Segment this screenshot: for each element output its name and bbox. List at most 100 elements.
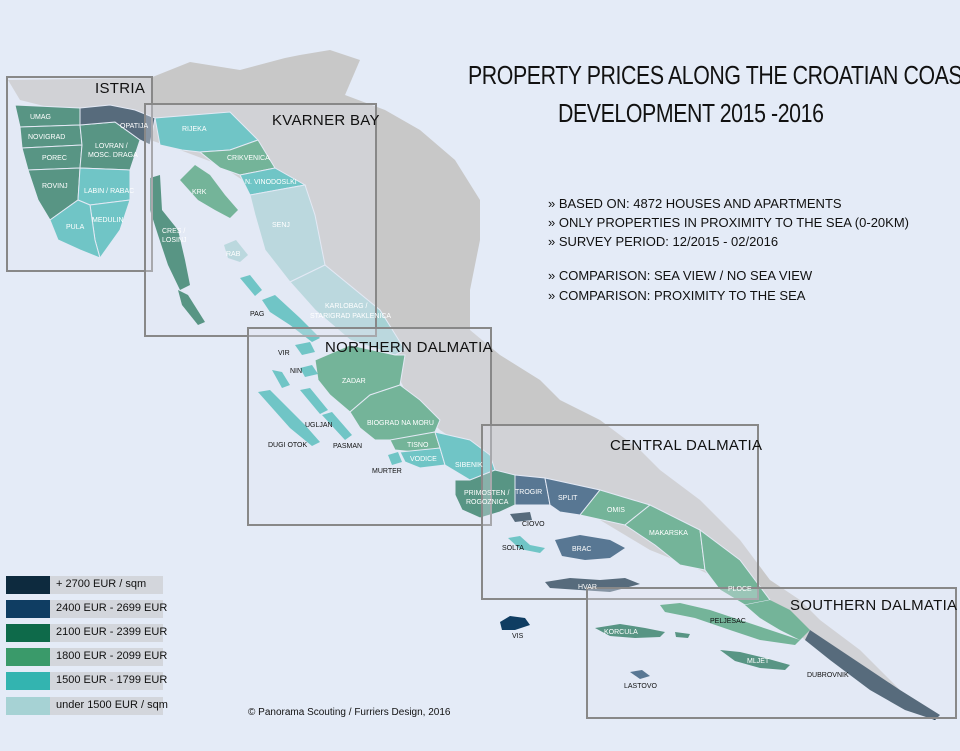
legend-swatch (6, 697, 50, 715)
legend-swatch (6, 624, 50, 642)
label-tisno: TISNO (407, 442, 429, 449)
label-lovran-2: MOSC. DRAGA (88, 152, 138, 159)
island-solta (508, 536, 545, 553)
legend-swatch (6, 648, 50, 666)
label-primosten-1: PRIMOSTEN / (464, 490, 510, 497)
island-mljet (720, 650, 790, 670)
label-omis: OMIS (607, 507, 625, 514)
map-title-line-1: PROPERTY PRICES ALONG THE CROATIAN COAST (468, 60, 960, 90)
legend-item: 2100 EUR - 2399 EUR (6, 624, 167, 642)
island-murter (388, 452, 402, 465)
island-losinj-tail (178, 290, 205, 325)
label-biograd: BIOGRAD NA MORU (367, 420, 434, 427)
island-brac (555, 535, 625, 560)
legend-label: 2100 EUR - 2399 EUR (56, 626, 168, 638)
frame-istria (6, 76, 153, 272)
label-labin: LABIN / RABAC (84, 188, 134, 195)
area-dubrovnik-coast (745, 600, 810, 640)
legend-item: 2400 EUR - 2699 EUR (6, 600, 167, 618)
island-ugljan (300, 388, 328, 414)
label-krk: KRK (192, 189, 207, 196)
info-line-5: » COMPARISON: PROXIMITY TO THE SEA (548, 288, 806, 303)
area-split (544, 477, 601, 516)
area-biograd (349, 384, 441, 441)
label-ploce: PLOCE (728, 586, 752, 593)
island-peljesac (660, 603, 800, 645)
island-krk (180, 165, 238, 218)
legend-item: 1800 EUR - 2099 EUR (6, 648, 167, 666)
island-dugiotok-2 (272, 370, 290, 388)
label-opatija: OPATIJA (120, 123, 148, 130)
label-karlobag-1: KARLOBAG / (325, 303, 367, 310)
island-pasman (322, 412, 352, 440)
legend-label: 1500 EUR - 1799 EUR (56, 674, 168, 686)
legend-label: 2400 EUR - 2699 EUR (56, 602, 168, 614)
label-vodice: VODICE (410, 456, 437, 463)
label-porec: POREC (42, 155, 67, 162)
label-hvar: HVAR (578, 584, 597, 591)
label-dubrovnik: DUBROVNIK (807, 672, 849, 679)
island-small-croatia (675, 632, 690, 638)
area-vodice (399, 447, 446, 469)
label-korcula: KORCULA (604, 629, 638, 636)
label-cres-2: LOSINJ (162, 237, 187, 244)
island-lastovo (630, 670, 650, 679)
island-pag (262, 295, 320, 342)
label-vinodolski: N. VINODOSLKI (245, 179, 297, 186)
island-pag-2 (240, 275, 262, 296)
label-rijeka: RIJEKA (182, 126, 207, 133)
label-nin: NIN (290, 368, 302, 375)
legend-label: + 2700 EUR / sqm (56, 578, 147, 590)
island-rab (224, 240, 248, 262)
island-nin (300, 365, 318, 377)
label-umag: UMAG (30, 114, 51, 121)
frame-southern (586, 587, 957, 719)
island-vir (295, 342, 315, 355)
info-line-3: » SURVEY PERIOD: 12/2015 - 02/2016 (548, 234, 779, 249)
area-opatija (79, 104, 156, 146)
legend-swatch (6, 672, 50, 690)
info-line-2: » ONLY PROPERTIES IN PROXIMITY TO THE SE… (548, 215, 909, 230)
label-medulin: MEDULIN (92, 217, 124, 224)
frame-central (481, 424, 759, 600)
label-trogir: TROGIR (515, 489, 542, 496)
region-label-istria: ISTRIA (95, 80, 146, 97)
label-rovinj: ROVINJ (42, 183, 68, 190)
label-lastovo: LASTOVO (624, 683, 657, 690)
label-solta: SOLTA (502, 545, 524, 552)
frame-northern (247, 327, 492, 526)
island-cres (150, 175, 190, 290)
label-brac: BRAC (572, 546, 591, 553)
label-crikvenica: CRIKVENICA (227, 155, 270, 162)
label-pag: PAG (250, 311, 264, 318)
label-ugljan: UGLJAN (305, 422, 333, 429)
region-label-southern: SOUTHERN DALMATIA (790, 597, 958, 614)
region-label-central: CENTRAL DALMATIA (610, 437, 763, 454)
label-mljet: MLJET (747, 658, 770, 665)
legend-swatch (6, 600, 50, 618)
label-primosten-2: ROGOZNICA (466, 499, 509, 506)
label-pula: PULA (66, 224, 85, 231)
label-peljesac: PELJESAC (710, 618, 746, 625)
label-lovran-1: LOVRAN / (95, 143, 128, 150)
copyright-notice: © Panorama Scouting / Furriers Design, 2… (248, 707, 451, 718)
frame-kvarner (144, 103, 377, 337)
label-pasman: PASMAN (333, 443, 362, 450)
island-vis (500, 616, 530, 630)
label-sibenik: SIBENIK (455, 462, 483, 469)
island-dugiotok (258, 390, 320, 446)
info-line-1: » BASED ON: 4872 HOUSES AND APARTMENTS (548, 196, 842, 211)
label-zadar: ZADAR (342, 378, 366, 385)
info-line-4: » COMPARISON: SEA VIEW / NO SEA VIEW (548, 268, 813, 283)
label-novigrad: NOVIGRAD (28, 134, 65, 141)
label-vir: VIR (278, 350, 290, 357)
area-dubrovnik (805, 630, 940, 720)
island-ciovo (510, 512, 532, 522)
label-murter: MURTER (372, 468, 402, 475)
legend-item: + 2700 EUR / sqm (6, 576, 163, 594)
label-senj: SENJ (272, 222, 290, 229)
legend-label: 1800 EUR - 2099 EUR (56, 650, 168, 662)
label-cres-1: CRES / (162, 228, 185, 235)
bosnia-inland-stub (300, 50, 360, 95)
